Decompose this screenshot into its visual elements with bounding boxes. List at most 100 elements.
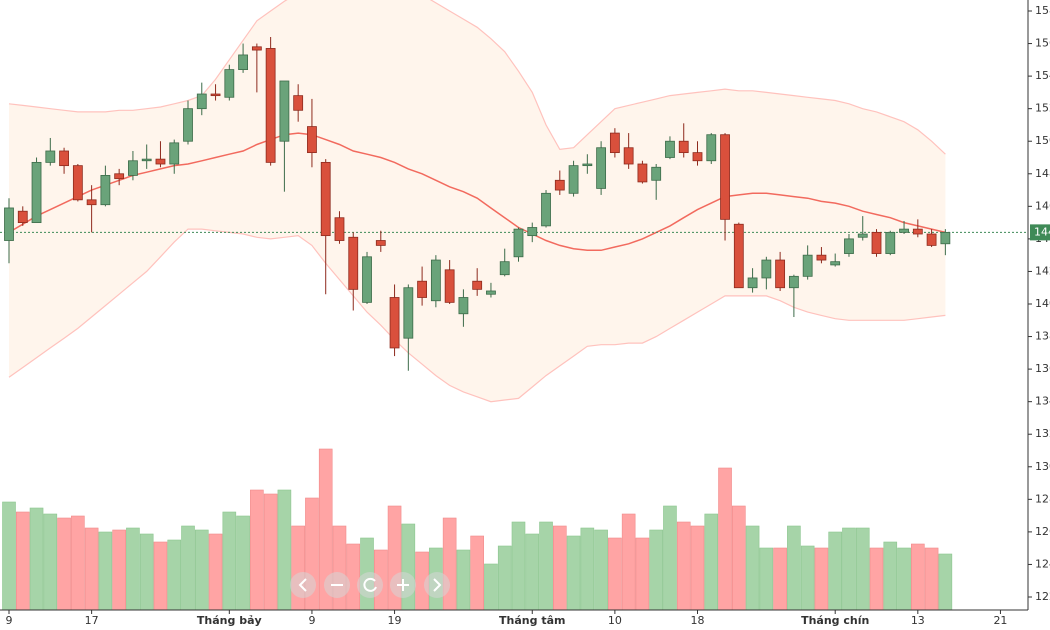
- y-tick-label: 128: [1035, 492, 1050, 505]
- candle-body: [816, 254, 827, 261]
- candle-body: [17, 210, 28, 224]
- volume-bar: [263, 493, 278, 611]
- y-tick-label: 146: [1035, 199, 1050, 212]
- candle-body: [568, 165, 579, 194]
- candle-body: [196, 93, 207, 110]
- y-tick-label: 122: [1035, 590, 1050, 603]
- volume-bar: [759, 547, 774, 611]
- candle-body: [623, 147, 634, 165]
- candle-body: [320, 161, 331, 237]
- y-tick-label: 156: [1035, 37, 1050, 50]
- candle-body: [788, 275, 799, 289]
- candle-body: [389, 297, 400, 349]
- volume-bar: [924, 547, 939, 611]
- volume-bar: [676, 521, 691, 611]
- candle-body: [940, 231, 951, 245]
- x-tick-label: Tháng chín: [801, 614, 869, 627]
- candle-body: [155, 158, 166, 165]
- y-tick-label: 150: [1035, 134, 1050, 147]
- candle-body: [334, 217, 345, 241]
- candle-body: [210, 93, 221, 97]
- candle-body: [871, 231, 882, 254]
- y-tick-label: 124: [1035, 557, 1050, 570]
- scroll-left-button[interactable]: [290, 572, 316, 598]
- candle-body: [733, 223, 744, 289]
- last-price-label: 144: [1034, 225, 1050, 238]
- candle-body: [293, 95, 304, 111]
- x-tick-label: 17: [85, 614, 99, 627]
- candle-body: [499, 261, 510, 276]
- candle-body: [183, 108, 193, 142]
- volume-bar: [222, 511, 237, 611]
- candle-body: [596, 147, 607, 189]
- candle-body: [830, 261, 841, 266]
- candle-body: [885, 231, 896, 254]
- candle-body: [926, 233, 937, 246]
- volume-bar: [635, 537, 650, 611]
- candle-body: [899, 228, 909, 233]
- volume-bar: [787, 525, 801, 611]
- volume-bar: [814, 547, 829, 611]
- volume-bar: [167, 539, 182, 611]
- volume-bar: [57, 517, 71, 611]
- candle-body: [279, 80, 290, 142]
- volume-bar: [566, 535, 581, 611]
- band-line: [8, 0, 946, 155]
- y-tick-label: 154: [1035, 69, 1050, 82]
- volume-bar: [250, 489, 264, 611]
- volume-bar: [139, 533, 154, 611]
- volume-bar: [897, 547, 911, 611]
- volume-bar: [84, 527, 99, 611]
- volume-bar: [718, 467, 732, 611]
- x-tick-label: 19: [388, 614, 402, 627]
- candle-body: [417, 280, 428, 298]
- candle-body: [802, 254, 813, 277]
- y-tick-label: 136: [1035, 362, 1050, 375]
- candle-body: [706, 134, 717, 162]
- volume-bar: [855, 527, 870, 611]
- volume-bar: [525, 533, 540, 611]
- candle-body: [362, 256, 372, 303]
- volume-bar: [194, 529, 209, 611]
- candle-body: [169, 142, 180, 165]
- volume-bar: [608, 537, 622, 611]
- zoom-in-button[interactable]: [390, 572, 416, 598]
- candle-body: [513, 228, 524, 258]
- volume-bar: [732, 505, 746, 611]
- y-tick-label: 134: [1035, 395, 1050, 408]
- candle-body: [775, 259, 786, 289]
- volume-bar: [484, 563, 498, 611]
- candle-body: [844, 238, 854, 254]
- y-tick-label: 126: [1035, 525, 1050, 538]
- volume-bar: [497, 545, 512, 611]
- volume-bar: [594, 529, 608, 611]
- volume-bar: [15, 511, 30, 611]
- candle-body: [375, 240, 386, 246]
- candle-body: [527, 227, 538, 237]
- volume-bar: [690, 525, 705, 611]
- candle-body: [265, 48, 276, 163]
- candle-body: [720, 134, 730, 220]
- volume-bar: [938, 553, 953, 611]
- y-tick-label: 132: [1035, 427, 1050, 440]
- scroll-right-button[interactable]: [424, 572, 450, 598]
- x-tick-label: 10: [608, 614, 622, 627]
- zoom-out-button[interactable]: [324, 572, 350, 598]
- candle-body: [692, 152, 703, 162]
- volume-bar: [153, 541, 168, 611]
- y-tick-label: 142: [1035, 264, 1050, 277]
- candle-body: [86, 199, 97, 206]
- volume-bar: [745, 525, 760, 611]
- middle-band-line: [8, 132, 946, 252]
- reset-button[interactable]: [357, 572, 383, 598]
- candle-body: [554, 179, 565, 191]
- candle-body: [637, 163, 648, 183]
- candle-body: [114, 173, 125, 180]
- volume-bar: [456, 549, 471, 611]
- volume-bar: [552, 525, 567, 611]
- volume-bar: [98, 531, 113, 611]
- candle-body: [128, 160, 138, 176]
- volume-bar: [649, 529, 663, 611]
